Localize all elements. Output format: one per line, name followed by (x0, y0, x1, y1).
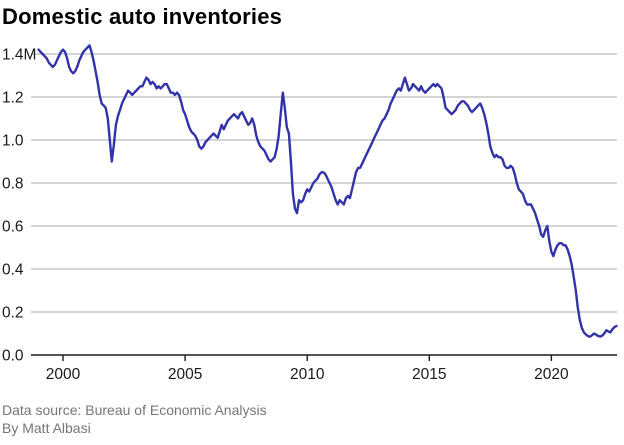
y-tick-label: 0.4 (2, 262, 24, 279)
y-tick-label: 1.0 (2, 133, 24, 150)
x-tick-label: 2000 (46, 366, 81, 383)
byline-text: By Matt Albasi (2, 419, 91, 436)
x-tick-label: 2020 (534, 366, 569, 383)
y-tick-label: 0.0 (2, 348, 24, 365)
chart-footer: Data source: Bureau of Economic Analysis… (2, 402, 267, 437)
y-tick-label: 0.2 (2, 305, 24, 322)
y-tick-label: 1.2 (2, 90, 24, 107)
chart-title: Domestic auto inventories (2, 4, 283, 29)
y-tick-label: 0.8 (2, 176, 24, 193)
x-tick-label: 2005 (168, 366, 202, 383)
series-line-domestic-auto-inventories (37, 44, 618, 338)
y-tick-label: 1.4M (2, 47, 36, 64)
x-tick-label: 2015 (412, 366, 446, 383)
y-tick-label: 0.6 (2, 219, 24, 236)
x-tick-label: 2010 (290, 366, 325, 383)
data-source-text: Data source: Bureau of Economic Analysis (2, 402, 267, 418)
